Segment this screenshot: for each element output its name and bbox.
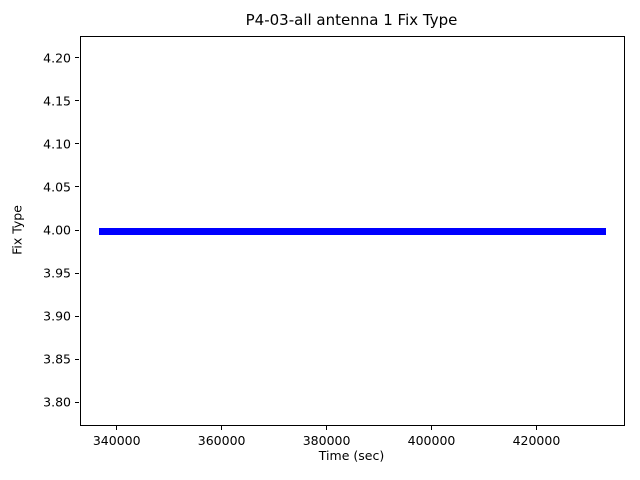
x-tick-mark: [326, 426, 328, 430]
y-tick-mark: [75, 100, 79, 102]
y-tick-mark: [75, 229, 79, 231]
x-tick-label: 340000: [92, 433, 141, 448]
y-tick-label: 4.20: [43, 50, 71, 66]
x-tick-label: 380000: [302, 433, 351, 448]
x-axis-label: Time (sec): [318, 448, 385, 463]
y-tick-mark: [75, 401, 79, 403]
x-tick-mark: [116, 426, 118, 430]
x-tick-mark: [221, 426, 223, 430]
chart-title: P4-03-all antenna 1 Fix Type: [245, 11, 458, 29]
x-tick-label: 360000: [197, 433, 246, 448]
y-tick-mark: [75, 315, 79, 317]
x-tick-mark: [535, 426, 537, 430]
y-tick-mark: [75, 358, 79, 360]
plot-area: [80, 36, 625, 426]
y-tick-label: 4.10: [43, 136, 71, 152]
y-tick-label: 3.85: [43, 351, 71, 367]
y-tick-label: 3.80: [43, 394, 71, 410]
y-tick-label: 4.15: [43, 93, 71, 109]
y-tick-mark: [75, 272, 79, 274]
y-tick-label: 4.05: [43, 179, 71, 195]
x-tick-label: 400000: [407, 433, 456, 448]
x-tick-mark: [431, 426, 432, 430]
y-tick-mark: [75, 143, 79, 145]
y-tick-label: 3.90: [43, 308, 71, 324]
y-tick-mark: [75, 57, 79, 59]
x-tick-label: 420000: [512, 433, 561, 448]
y-tick-mark: [75, 186, 79, 188]
y-tick-label: 4.00: [43, 222, 71, 238]
fix-type-series: [99, 227, 606, 235]
y-tick-label: 3.95: [43, 265, 71, 281]
